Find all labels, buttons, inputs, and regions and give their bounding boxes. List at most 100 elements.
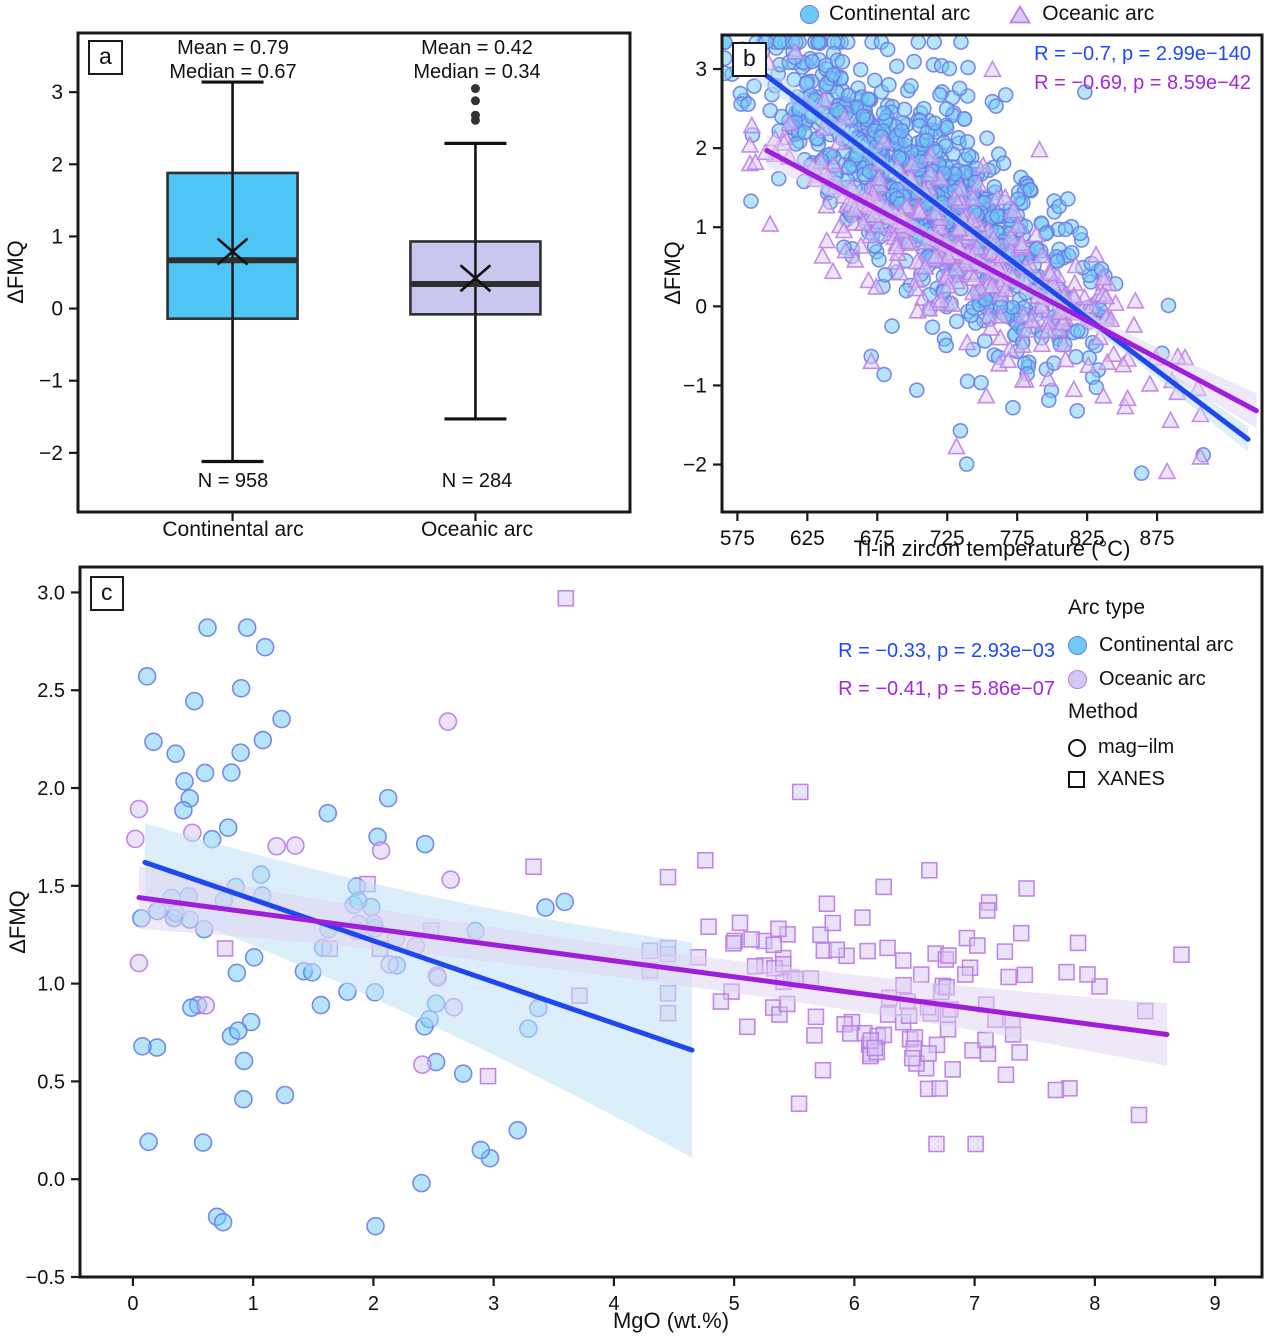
data-point bbox=[129, 953, 149, 973]
data-point bbox=[943, 294, 962, 312]
x-tick-label: 2 bbox=[368, 1293, 379, 1315]
boxplot-annotation-continental: Mean = 0.79 Median = 0.67 bbox=[169, 36, 296, 84]
data-point bbox=[1012, 233, 1032, 252]
data-point bbox=[742, 115, 762, 134]
data-point bbox=[760, 214, 780, 232]
data-point bbox=[957, 966, 974, 983]
panel-c-stat-continental: R = −0.33, p = 2.93e−03 bbox=[838, 640, 1055, 662]
data-point bbox=[823, 261, 843, 280]
data-point bbox=[896, 101, 913, 118]
data-point bbox=[944, 1061, 962, 1078]
data-point bbox=[977, 333, 993, 349]
panel-c-stat-oceanic: R = −0.41, p = 5.86e−07 bbox=[838, 678, 1055, 700]
mean-label-oceanic: Mean = 0.42 bbox=[421, 37, 533, 59]
data-point bbox=[903, 78, 919, 94]
data-point bbox=[902, 153, 922, 172]
data-point bbox=[412, 1055, 432, 1074]
data-point bbox=[851, 236, 871, 254]
data-point bbox=[1124, 315, 1144, 333]
data-point bbox=[272, 709, 291, 729]
data-point bbox=[1064, 379, 1084, 398]
axis-frame bbox=[78, 565, 1264, 1279]
data-point bbox=[441, 870, 461, 889]
data-point bbox=[806, 1027, 823, 1044]
data-point bbox=[804, 53, 821, 70]
regression-line bbox=[136, 895, 1170, 1037]
data-point bbox=[952, 422, 969, 439]
data-point bbox=[1069, 323, 1086, 339]
data-point bbox=[1069, 403, 1086, 419]
panel-c-legend-method-header: Method bbox=[1068, 700, 1139, 723]
data-point bbox=[871, 252, 887, 268]
data-point bbox=[237, 618, 257, 637]
data-point bbox=[986, 178, 1003, 195]
y-tick-label: 3.0 bbox=[37, 582, 65, 604]
data-point bbox=[1173, 946, 1190, 963]
data-point bbox=[951, 80, 968, 97]
data-point bbox=[976, 386, 996, 404]
data-point bbox=[906, 53, 922, 70]
panel-c-chart: −0.5 0.0 0.5 1.0 1.5 2.0 2.5 3.0 0 1 2 3 4 5 6 7 8 9 bbox=[26, 565, 1264, 1315]
data-point bbox=[956, 111, 973, 127]
data-point bbox=[700, 918, 717, 936]
plot-area bbox=[723, 36, 1259, 481]
data-point bbox=[738, 1018, 756, 1036]
data-point bbox=[198, 618, 217, 637]
data-point bbox=[916, 257, 935, 275]
panel-a-chart: −2 −1 0 1 2 3 bbox=[39, 31, 632, 521]
data-point bbox=[969, 937, 986, 954]
outlier-point bbox=[470, 115, 480, 125]
data-point bbox=[231, 678, 251, 698]
x-tick-label: 575 bbox=[720, 527, 755, 550]
axis-frame bbox=[76, 31, 632, 514]
data-point bbox=[938, 337, 954, 354]
data-point bbox=[973, 374, 989, 391]
data-point bbox=[817, 230, 837, 249]
data-point bbox=[829, 132, 848, 151]
y-tick-label: 0 bbox=[51, 298, 63, 321]
data-point bbox=[946, 258, 966, 277]
data-point bbox=[1157, 461, 1177, 480]
data-point bbox=[912, 966, 930, 983]
data-point bbox=[218, 818, 238, 837]
data-point bbox=[366, 1216, 385, 1236]
x-tick-label: 625 bbox=[790, 527, 825, 550]
x-tick-label: 1 bbox=[248, 1293, 259, 1315]
data-point bbox=[989, 208, 1006, 224]
y-tick-label: 2.0 bbox=[37, 778, 65, 800]
x-tick-label: 4 bbox=[608, 1293, 619, 1315]
data-point bbox=[920, 1045, 937, 1062]
data-point bbox=[948, 313, 965, 330]
panel-a-y-axis-title: ΔFMQ bbox=[3, 240, 28, 304]
boxplot-annotation-oceanic: Mean = 0.42 Median = 0.34 bbox=[413, 36, 540, 84]
data-point bbox=[1133, 465, 1150, 481]
data-point bbox=[798, 75, 815, 92]
data-point bbox=[222, 763, 241, 782]
data-point bbox=[1000, 968, 1017, 986]
data-point bbox=[311, 995, 331, 1015]
x-axis-ticks: 0 1 2 3 4 5 6 7 8 9 bbox=[127, 1277, 1221, 1315]
data-point bbox=[227, 963, 247, 983]
data-point bbox=[876, 366, 892, 383]
data-point bbox=[216, 940, 234, 957]
y-tick-label: 1.5 bbox=[37, 876, 65, 898]
data-point bbox=[1077, 84, 1093, 100]
data-point bbox=[195, 763, 215, 783]
data-point bbox=[1004, 200, 1024, 219]
data-point bbox=[938, 275, 958, 294]
data-point bbox=[1038, 320, 1057, 339]
data-point bbox=[997, 87, 1014, 103]
data-point bbox=[845, 250, 865, 268]
data-point bbox=[508, 1121, 527, 1140]
data-point bbox=[841, 159, 858, 176]
data-point bbox=[879, 41, 896, 58]
data-point bbox=[910, 36, 927, 50]
data-point bbox=[926, 115, 943, 131]
data-point bbox=[1140, 374, 1160, 392]
data-point bbox=[139, 1132, 158, 1152]
data-point bbox=[940, 947, 957, 964]
outlier-point bbox=[470, 96, 480, 106]
data-point bbox=[861, 225, 880, 244]
data-point bbox=[807, 1008, 825, 1026]
y-axis-ticks: −2 −1 0 1 2 3 bbox=[39, 81, 78, 465]
